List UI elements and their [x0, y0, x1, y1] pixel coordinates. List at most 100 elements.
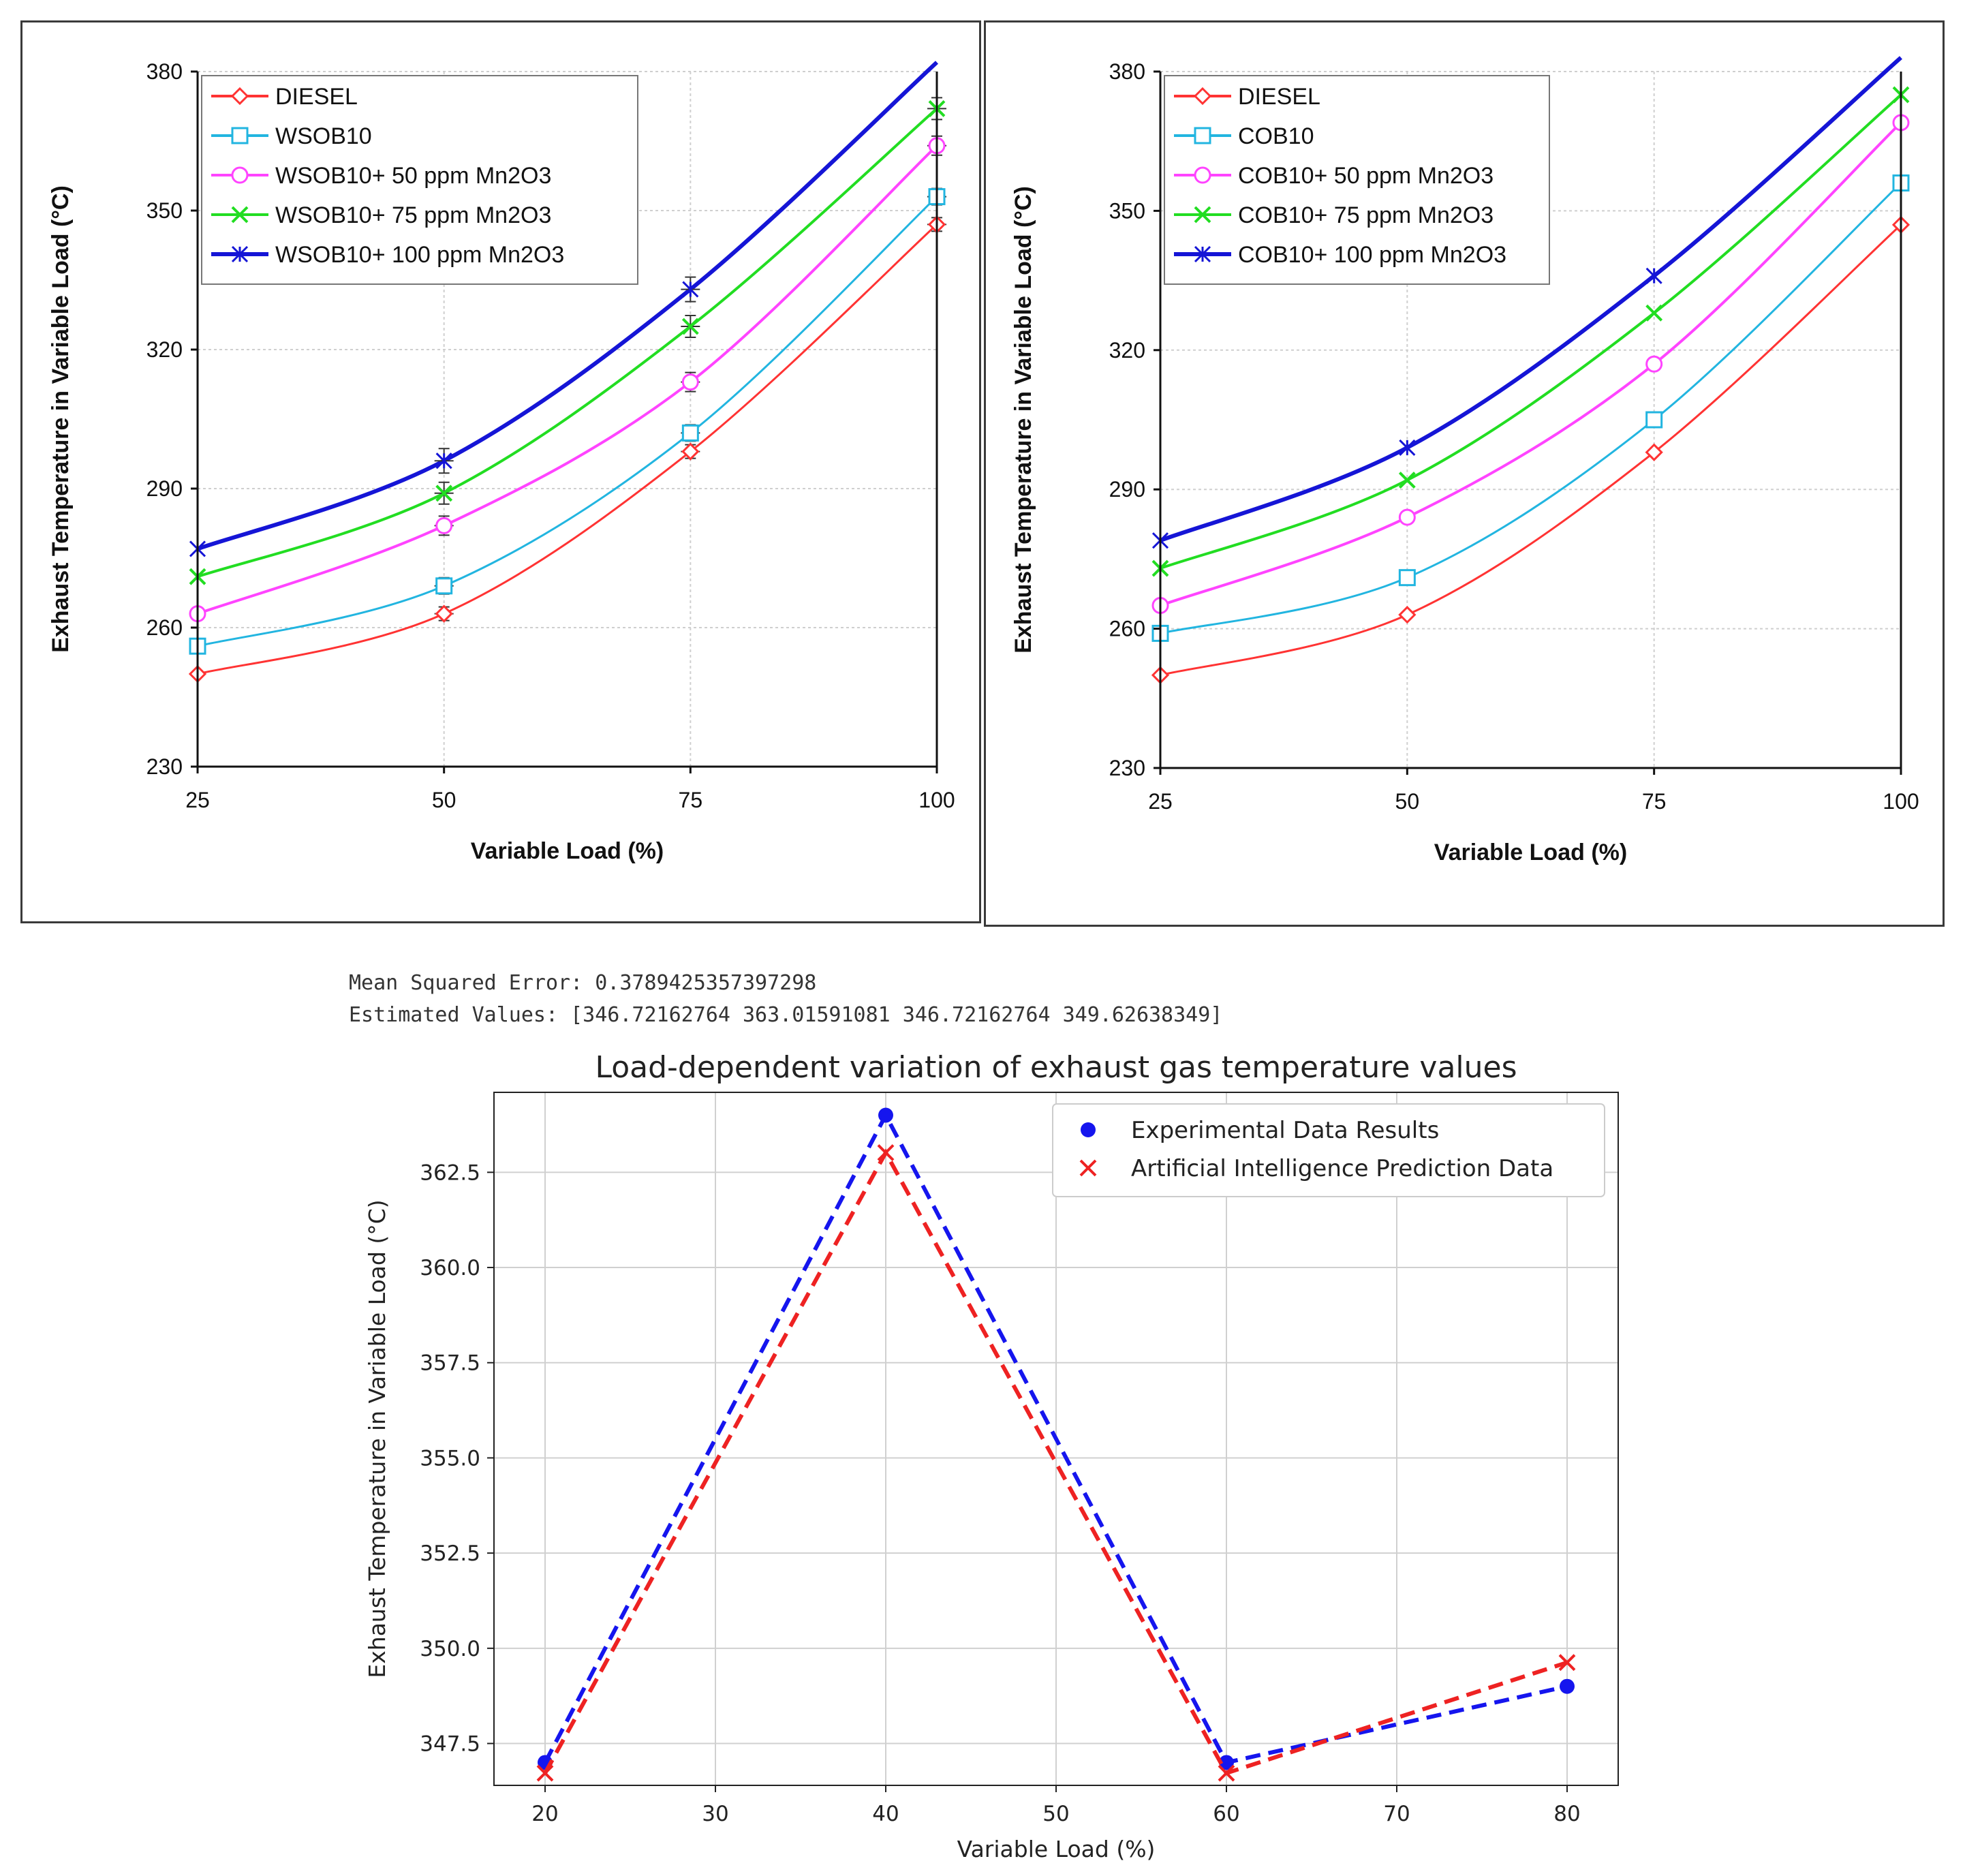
series-line-1: [1160, 182, 1902, 634]
data-point: [681, 373, 699, 391]
x-tick-label: 60: [1213, 1802, 1239, 1826]
x-axis-label: Variable Load (%): [957, 1836, 1156, 1862]
legend-marker: [231, 166, 249, 184]
y-tick-label: 360.0: [420, 1256, 480, 1280]
legend-marker: [1194, 245, 1211, 263]
x-tick-label: 100: [1883, 789, 1919, 814]
legend-marker: [1194, 166, 1211, 184]
y-axis-label: Exhaust Temperature in Variable Load (°C…: [364, 1199, 390, 1678]
y-tick-label: 350: [146, 198, 183, 223]
legend-label: WSOB10+ 100 ppm Mn2O3: [275, 242, 564, 268]
y-tick-label: 350: [1109, 198, 1145, 223]
series-line-4: [196, 61, 939, 551]
data-point: [877, 1144, 895, 1161]
legend-box: [201, 75, 638, 285]
y-tick-label: 320: [1109, 338, 1145, 363]
legend-label: COB10: [1238, 123, 1314, 149]
x-tick-label: 50: [1042, 1802, 1069, 1826]
legend-marker: [1193, 87, 1212, 106]
data-point: [1398, 472, 1416, 489]
x-tick-label: 25: [1148, 789, 1173, 814]
x-tick-label: 40: [872, 1802, 899, 1826]
data-point: [435, 577, 453, 595]
data-point: [1399, 439, 1416, 456]
y-tick-label: 357.5: [420, 1351, 480, 1376]
x-tick-label: 50: [432, 788, 457, 812]
data-point: [536, 1764, 554, 1782]
data-point: [1645, 267, 1662, 284]
legend-marker: [1194, 127, 1211, 144]
legend-label: Artificial Intelligence Prediction Data: [1131, 1155, 1553, 1182]
legend-label: WSOB10+ 50 ppm Mn2O3: [275, 163, 551, 189]
series-line-3: [1160, 93, 1902, 570]
legend-label: COB10+ 75 ppm Mn2O3: [1238, 202, 1494, 228]
x-tick-label: 75: [679, 788, 703, 812]
data-point: [1645, 443, 1663, 461]
chart-title: Load-dependent variation of exhaust gas …: [595, 1050, 1517, 1085]
data-point: [681, 318, 699, 335]
data-point: [681, 424, 699, 442]
y-tick-label: 350.0: [420, 1637, 480, 1661]
legend-marker: [1081, 1122, 1096, 1137]
y-tick-label: 320: [146, 337, 183, 362]
legend-label: DIESEL: [1238, 84, 1320, 110]
legend-label: COB10+ 50 ppm Mn2O3: [1238, 163, 1494, 189]
plot-area: 230 260 290 320 350 380 25 50 75 100 Variable Load…: [48, 59, 955, 864]
data-point: [878, 1107, 893, 1123]
y-axis-label: Exhaust Temperature in Variable Load (°C…: [1010, 186, 1036, 653]
y-tick-label: 230: [1109, 756, 1145, 780]
series-line-2: [197, 144, 938, 615]
x-tick-label: 25: [185, 788, 210, 812]
data-point: [435, 517, 453, 534]
series-line-2: [1160, 121, 1902, 607]
y-axis-label: Exhaust Temperature in Variable Load (°C…: [48, 185, 74, 653]
x-tick-label: 20: [531, 1802, 558, 1826]
data-point: [682, 281, 699, 298]
y-tick-label: 362.5: [420, 1160, 480, 1185]
data-point: [1558, 1654, 1576, 1672]
y-tick-label: 352.5: [420, 1541, 480, 1566]
series-line-4: [1159, 56, 1902, 542]
y-tick-label: 290: [146, 476, 183, 501]
plot-area: Load-dependent variation of exhaust gas …: [364, 1050, 1619, 1862]
series-line-1: [543, 1148, 1568, 1776]
data-point: [1398, 569, 1416, 587]
y-tick-label: 355.0: [420, 1446, 480, 1471]
legend-label: COB10+ 100 ppm Mn2O3: [1238, 242, 1506, 268]
data-point: [1398, 508, 1416, 526]
legend-label: Experimental Data Results: [1131, 1117, 1439, 1144]
console-estimated: Estimated Values: [346.72162764 363.0159…: [349, 1003, 1223, 1027]
series-line-0: [1160, 224, 1902, 677]
legend-marker: [1079, 1159, 1097, 1177]
data-point: [1219, 1755, 1234, 1770]
data-point: [1645, 355, 1663, 373]
plot-frame: [493, 1092, 1619, 1786]
series-line-0: [543, 1111, 1568, 1765]
series-line-0: [197, 224, 938, 675]
y-tick-label: 347.5: [420, 1732, 480, 1757]
y-tick-label: 230: [146, 754, 183, 779]
legend-marker: [1194, 206, 1211, 224]
legend-label: WSOB10: [275, 123, 372, 149]
x-tick-label: 80: [1553, 1802, 1580, 1826]
series-line-3: [197, 107, 938, 579]
legend-box: [1164, 75, 1550, 285]
x-axis-label: Variable Load (%): [1434, 840, 1627, 865]
legend-label: DIESEL: [275, 84, 358, 110]
data-point: [435, 485, 453, 502]
x-tick-label: 100: [918, 788, 955, 812]
y-tick-label: 380: [1109, 59, 1145, 84]
data-point: [1645, 411, 1663, 429]
data-point: [435, 604, 453, 623]
data-point: [681, 442, 700, 461]
y-tick-label: 380: [146, 59, 183, 84]
x-tick-label: 75: [1642, 789, 1667, 814]
data-point: [435, 452, 452, 470]
y-tick-label: 260: [1109, 617, 1145, 641]
x-axis-label: Variable Load (%): [471, 838, 664, 864]
y-tick-label: 260: [146, 615, 183, 640]
series-line-1: [197, 196, 938, 647]
